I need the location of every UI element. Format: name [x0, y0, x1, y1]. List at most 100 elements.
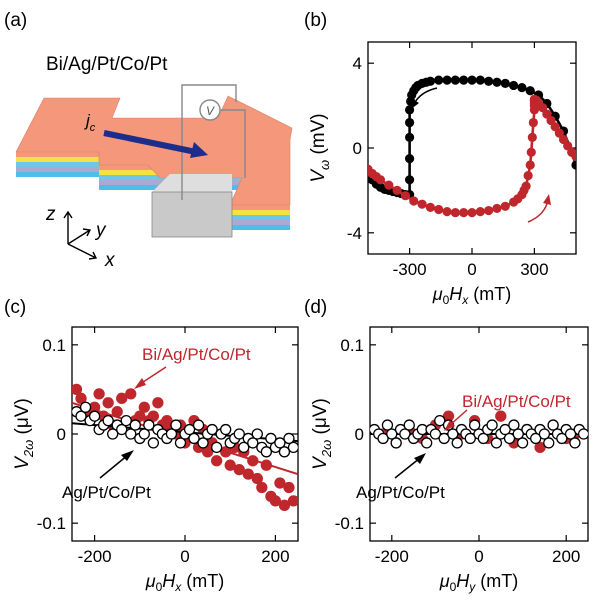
annotation-arrow-ag-d	[394, 457, 421, 479]
annotation-bi-stack-d: Bi/Ag/Pt/Co/Pt	[462, 392, 571, 411]
data-point	[525, 160, 535, 170]
y-tick-label: 4	[353, 54, 362, 73]
data-point	[75, 392, 87, 404]
data-point	[188, 432, 200, 445]
y-tick-label: 0.1	[340, 336, 364, 355]
data-point	[434, 204, 444, 215]
data-point	[503, 432, 516, 445]
data-point	[492, 203, 502, 214]
data-point	[390, 437, 402, 449]
data-point	[93, 388, 105, 400]
data-point	[287, 441, 298, 454]
data-point	[210, 441, 223, 454]
data-point	[434, 414, 446, 427]
plot-area	[370, 410, 588, 454]
data-point	[247, 455, 259, 467]
data-point	[399, 428, 411, 440]
data-point	[459, 208, 469, 218]
data-point	[521, 181, 531, 191]
data-point	[274, 477, 286, 489]
sweep-arrow-red-head	[543, 194, 551, 205]
y-axis-label: V2ω (μV)	[12, 398, 36, 470]
device-stack-title: Bi/Ag/Pt/Co/Pt	[46, 54, 168, 75]
data-point	[577, 428, 588, 440]
data-point	[377, 432, 389, 445]
data-point	[210, 455, 223, 467]
plot-area	[72, 383, 298, 511]
x-tick-label: 0	[474, 547, 483, 566]
data-point	[238, 441, 250, 454]
axis-y-label: y	[94, 220, 107, 241]
data-point	[265, 432, 277, 445]
data-point	[569, 437, 581, 449]
data-point	[526, 147, 536, 157]
data-point	[170, 419, 182, 431]
data-point	[492, 77, 502, 87]
data-point	[525, 86, 535, 96]
data-point	[400, 191, 411, 201]
data-point	[102, 414, 114, 427]
data-point	[102, 397, 114, 409]
data-point	[425, 76, 435, 86]
y-tick-label: -4	[347, 224, 362, 243]
panel-label-c: (c)	[4, 297, 26, 318]
data-point	[381, 419, 394, 431]
data-point	[475, 75, 485, 85]
annotation-bi-stack-c: Bi/Ag/Pt/Co/Pt	[142, 345, 251, 364]
annotation-arrow-bi-c	[139, 366, 167, 385]
data-point	[543, 437, 555, 449]
data-point	[538, 428, 551, 440]
data-point	[242, 468, 254, 480]
data-point	[547, 419, 559, 431]
data-point	[516, 437, 529, 449]
data-point	[392, 185, 402, 195]
data-point	[143, 419, 155, 431]
data-point	[79, 401, 92, 413]
device-schematic: Bi/Ag/Pt/Co/Pt	[15, 54, 293, 271]
panel-label-d: (d)	[304, 297, 327, 318]
x-tick-label: 200	[552, 547, 580, 566]
x-axis-label: μ0Hx (mT)	[432, 284, 512, 307]
panel-label-a: (a)	[4, 10, 27, 31]
data-point	[120, 414, 132, 427]
y-tick-label: -0.1	[37, 514, 66, 533]
data-point	[287, 495, 298, 507]
data-point	[447, 428, 459, 440]
data-point	[283, 481, 295, 494]
data-point	[528, 117, 538, 128]
x-axis-label: μ0Hx (mT)	[145, 571, 225, 594]
data-point	[197, 437, 209, 449]
data-point	[467, 75, 477, 85]
series-line	[368, 78, 576, 196]
data-point	[468, 419, 481, 431]
plot-frame	[367, 41, 577, 255]
data-point	[152, 397, 164, 409]
coordinate-axes	[63, 210, 98, 260]
data-point	[512, 428, 524, 440]
data-point	[125, 428, 137, 440]
data-point	[147, 437, 160, 449]
data-point	[72, 383, 83, 396]
y-tick-label: -0.1	[335, 514, 364, 533]
data-point	[517, 82, 527, 93]
data-point	[451, 437, 463, 449]
data-point	[134, 410, 146, 422]
data-point	[375, 175, 386, 185]
data-point	[111, 406, 123, 418]
data-point	[450, 75, 460, 85]
data-point	[386, 428, 398, 440]
data-point	[530, 432, 542, 445]
data-point	[475, 207, 485, 217]
y-axis-label: Vω (mV)	[308, 113, 332, 182]
data-point	[201, 446, 214, 458]
y-axis-label: V2ω (μV)	[310, 398, 334, 470]
data-point	[161, 414, 173, 427]
data-point	[224, 459, 236, 471]
data-point	[508, 419, 520, 431]
data-point	[459, 75, 469, 85]
data-point	[405, 154, 415, 164]
data-point	[486, 419, 498, 431]
y-tick-label: 0	[57, 425, 66, 444]
chart-c: -200 0 200 0.1 0 -0.1 μ0Hx (mT) V2ω (μV)	[12, 326, 299, 594]
data-point	[233, 428, 245, 440]
